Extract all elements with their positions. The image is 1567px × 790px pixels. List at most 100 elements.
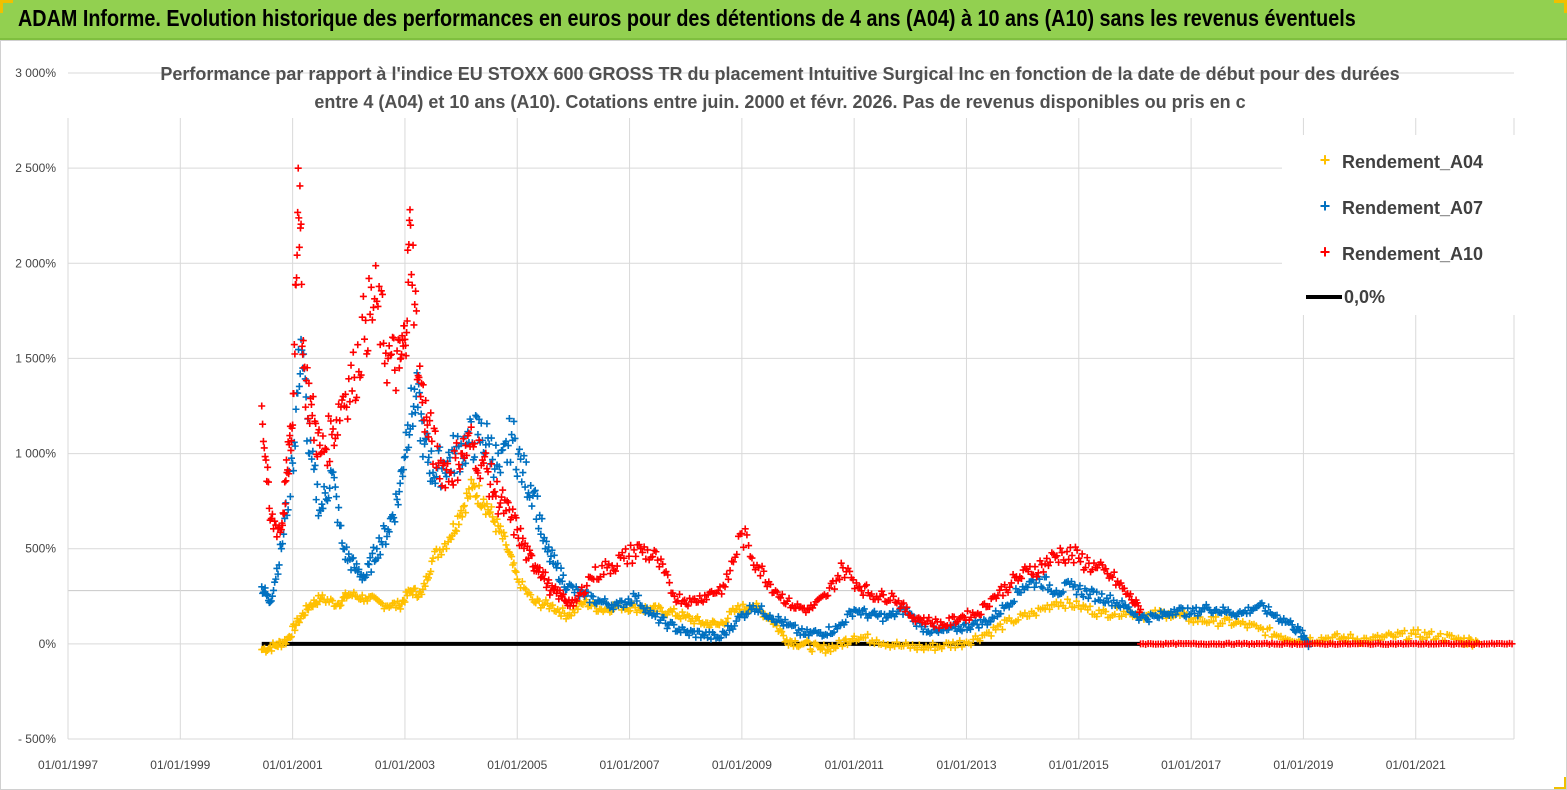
point-rendement-a10 bbox=[363, 350, 371, 358]
point-rendement-a07 bbox=[381, 525, 389, 533]
point-rendement-a10 bbox=[911, 618, 919, 626]
point-rendement-a04 bbox=[518, 578, 526, 586]
point-rendement-a07 bbox=[1280, 614, 1288, 622]
point-rendement-a04 bbox=[818, 645, 826, 653]
point-rendement-a07 bbox=[335, 504, 343, 512]
report-banner: ADAM Informe. Evolution historique des p… bbox=[0, 0, 1567, 40]
point-rendement-a07 bbox=[311, 461, 319, 469]
point-rendement-a10 bbox=[306, 419, 314, 427]
point-rendement-a10 bbox=[348, 387, 356, 395]
point-rendement-a10 bbox=[945, 614, 953, 622]
point-rendement-a04 bbox=[1073, 597, 1081, 605]
point-rendement-a10 bbox=[302, 403, 310, 411]
point-rendement-a07 bbox=[330, 474, 338, 482]
point-rendement-a07 bbox=[524, 489, 532, 497]
point-rendement-a04 bbox=[626, 607, 634, 615]
point-rendement-a07 bbox=[401, 453, 409, 461]
legend-label-a04: Rendement_A04 bbox=[1342, 152, 1483, 172]
point-rendement-a07 bbox=[367, 568, 375, 576]
point-rendement-a07 bbox=[292, 405, 300, 413]
point-rendement-a10 bbox=[523, 542, 531, 550]
point-rendement-a10 bbox=[338, 396, 346, 404]
point-rendement-a10 bbox=[851, 585, 859, 593]
point-rendement-a07 bbox=[766, 611, 774, 619]
legend-marker-a04: + bbox=[1320, 150, 1331, 170]
point-rendement-a04 bbox=[472, 493, 480, 501]
point-rendement-a10 bbox=[266, 516, 274, 524]
point-rendement-a04 bbox=[1427, 628, 1435, 636]
data-points bbox=[258, 164, 1516, 657]
point-rendement-a04 bbox=[1205, 618, 1213, 626]
point-rendement-a10 bbox=[1006, 583, 1014, 591]
point-rendement-a07 bbox=[726, 626, 734, 634]
point-rendement-a07 bbox=[375, 534, 383, 542]
point-rendement-a10 bbox=[268, 510, 276, 518]
point-rendement-a10 bbox=[459, 435, 467, 443]
point-rendement-a10 bbox=[889, 592, 897, 600]
point-rendement-a04 bbox=[482, 510, 490, 518]
legend-label-a07: Rendement_A07 bbox=[1342, 198, 1483, 218]
point-rendement-a04 bbox=[401, 598, 409, 606]
point-rendement-a07 bbox=[731, 622, 739, 630]
point-rendement-a10 bbox=[519, 534, 527, 542]
point-rendement-a10 bbox=[358, 313, 366, 321]
point-rendement-a07 bbox=[394, 501, 402, 509]
corner-mark-bottom-right bbox=[1554, 777, 1567, 790]
point-rendement-a07 bbox=[502, 437, 510, 445]
point-rendement-a07 bbox=[1273, 611, 1281, 619]
point-rendement-a04 bbox=[501, 532, 509, 540]
point-rendement-a07 bbox=[390, 514, 398, 522]
point-rendement-a10 bbox=[559, 590, 567, 598]
point-rendement-a07 bbox=[319, 504, 327, 512]
point-rendement-a10 bbox=[280, 509, 288, 517]
point-rendement-a10 bbox=[380, 339, 388, 347]
point-rendement-a07 bbox=[550, 551, 558, 559]
point-rendement-a10 bbox=[778, 590, 786, 598]
x-tick-label: 01/01/2001 bbox=[263, 758, 323, 772]
point-rendement-a04 bbox=[996, 620, 1004, 628]
point-rendement-a04 bbox=[571, 609, 579, 617]
point-rendement-a10 bbox=[436, 475, 444, 483]
point-rendement-a10 bbox=[422, 397, 430, 405]
point-rendement-a04 bbox=[956, 637, 964, 645]
point-rendement-a04 bbox=[411, 584, 419, 592]
point-rendement-a10 bbox=[1078, 550, 1086, 558]
point-rendement-a07 bbox=[1093, 588, 1101, 596]
point-rendement-a10 bbox=[480, 459, 488, 467]
point-rendement-a10 bbox=[1043, 554, 1051, 562]
point-rendement-a10 bbox=[347, 361, 355, 369]
point-rendement-a10 bbox=[664, 571, 672, 579]
point-rendement-a10 bbox=[1070, 559, 1078, 567]
point-rendement-a10 bbox=[484, 468, 492, 476]
point-rendement-a10 bbox=[455, 461, 463, 469]
point-rendement-a10 bbox=[309, 393, 317, 401]
point-rendement-a10 bbox=[441, 484, 449, 492]
point-rendement-a10 bbox=[315, 426, 323, 434]
point-rendement-a04 bbox=[396, 605, 404, 613]
legend-label-zero: 0,0% bbox=[1344, 287, 1385, 307]
point-rendement-a10 bbox=[652, 548, 660, 556]
point-rendement-a10 bbox=[444, 460, 452, 468]
point-rendement-a07 bbox=[438, 465, 446, 473]
point-rendement-a10 bbox=[537, 574, 545, 582]
point-rendement-a04 bbox=[1066, 599, 1074, 607]
point-rendement-a10 bbox=[701, 591, 709, 599]
point-rendement-a07 bbox=[499, 446, 507, 454]
point-rendement-a07 bbox=[435, 447, 443, 455]
point-rendement-a10 bbox=[1110, 568, 1118, 576]
point-rendement-a07 bbox=[411, 409, 419, 417]
point-rendement-a10 bbox=[282, 477, 290, 485]
point-rendement-a10 bbox=[868, 590, 876, 598]
point-rendement-a10 bbox=[714, 587, 722, 595]
point-rendement-a07 bbox=[722, 631, 730, 639]
point-rendement-a10 bbox=[947, 621, 955, 629]
point-rendement-a10 bbox=[403, 317, 411, 325]
point-rendement-a10 bbox=[1031, 563, 1039, 571]
point-rendement-a10 bbox=[432, 464, 440, 472]
point-rendement-a04 bbox=[893, 638, 901, 646]
point-rendement-a07 bbox=[608, 601, 616, 609]
point-rendement-a10 bbox=[451, 454, 459, 462]
point-rendement-a10 bbox=[307, 401, 315, 409]
point-rendement-a04 bbox=[778, 628, 786, 636]
point-rendement-a04 bbox=[791, 637, 799, 645]
